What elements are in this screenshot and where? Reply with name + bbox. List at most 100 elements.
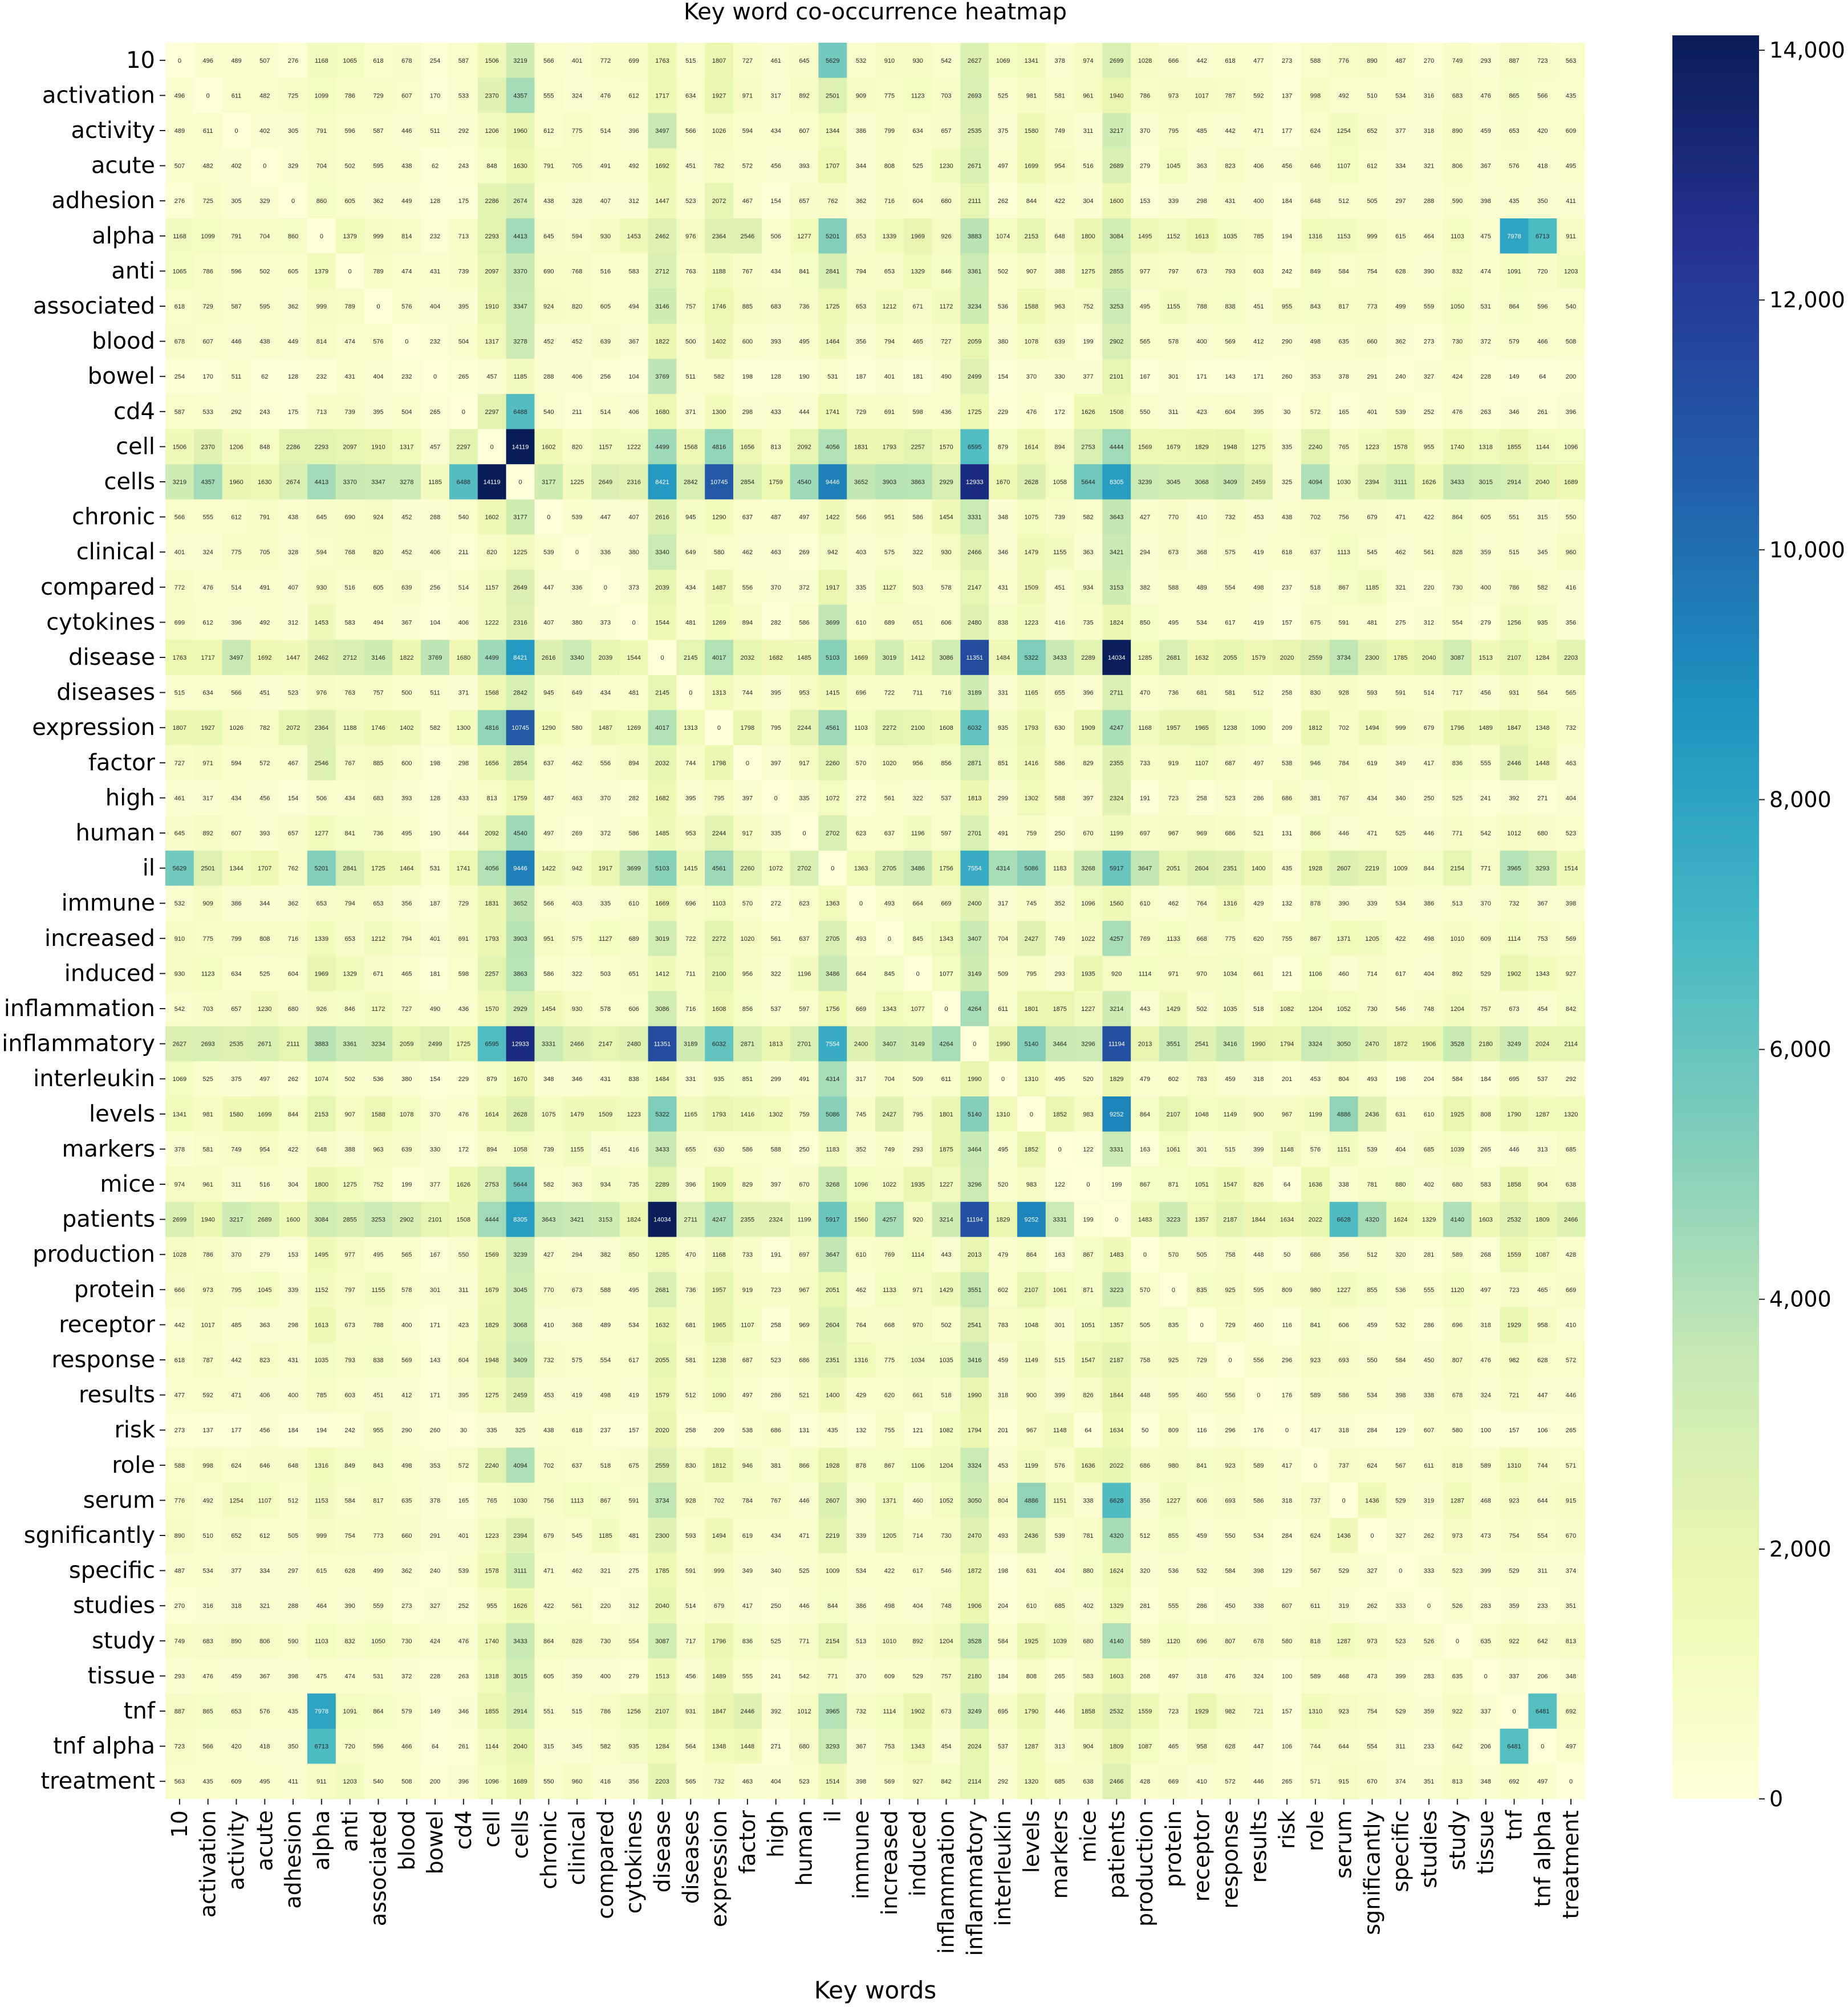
heatmap-cell: 2842 bbox=[506, 675, 535, 710]
heatmap-cell-value: 497 bbox=[543, 830, 554, 837]
heatmap-cell: 464 bbox=[1415, 218, 1444, 254]
heatmap-cell-value: 401 bbox=[430, 936, 440, 942]
heatmap-cell-rect bbox=[1159, 464, 1188, 500]
heatmap-cell: 495 bbox=[1159, 604, 1188, 640]
heatmap-cell-value: 926 bbox=[316, 1006, 327, 1013]
heatmap-cell: 586 bbox=[534, 956, 563, 992]
heatmap-cell-value: 727 bbox=[174, 760, 185, 767]
heatmap-cell: 716 bbox=[676, 991, 705, 1027]
heatmap-cell-rect bbox=[1159, 499, 1188, 535]
heatmap-cell-value: 462 bbox=[1395, 549, 1406, 556]
heatmap-cell-rect bbox=[790, 394, 819, 430]
heatmap-cell: 254 bbox=[165, 359, 194, 395]
heatmap-cell-value: 438 bbox=[401, 163, 412, 170]
heatmap-cell: 1329 bbox=[903, 253, 933, 289]
heatmap-cell-value: 572 bbox=[1310, 409, 1321, 416]
heatmap-cell: 1256 bbox=[1500, 604, 1529, 640]
heatmap-cell-rect bbox=[903, 78, 933, 113]
heatmap-cell-rect bbox=[932, 218, 961, 254]
heatmap-cell: 243 bbox=[250, 394, 279, 430]
heatmap-cell: 773 bbox=[1358, 289, 1387, 324]
heatmap-cell-value: 510 bbox=[1367, 92, 1377, 99]
heatmap-cell-rect bbox=[960, 323, 989, 359]
heatmap-cell-value: 1927 bbox=[712, 92, 726, 99]
heatmap-cell-value: 2286 bbox=[286, 444, 300, 450]
heatmap-cell-value: 2355 bbox=[1110, 760, 1123, 767]
heatmap-cell-rect bbox=[705, 183, 734, 219]
heatmap-cell-value: 489 bbox=[1197, 584, 1207, 591]
heatmap-cell-value: 610 bbox=[856, 619, 866, 626]
heatmap-cell: 2705 bbox=[818, 921, 847, 957]
heatmap-cell: 1290 bbox=[534, 710, 563, 746]
heatmap-cell-value: 471 bbox=[1395, 514, 1406, 521]
heatmap-cell-value: 367 bbox=[1481, 163, 1491, 170]
heatmap-cell-rect bbox=[989, 359, 1018, 395]
heatmap-cell-value: 370 bbox=[1481, 900, 1491, 907]
heatmap-cell-rect bbox=[506, 499, 535, 535]
heatmap-cell: 588 bbox=[761, 1131, 791, 1167]
heatmap-cell: 3370 bbox=[335, 464, 365, 500]
heatmap-cell: 256 bbox=[421, 570, 450, 606]
heatmap-cell-value: 504 bbox=[401, 409, 412, 416]
heatmap-cell: 431 bbox=[591, 1061, 620, 1097]
heatmap-cell-rect bbox=[392, 113, 421, 149]
heatmap-cell-rect bbox=[1557, 113, 1586, 149]
heatmap-cell: 572 bbox=[733, 148, 762, 184]
heatmap-cell-value: 404 bbox=[1395, 1146, 1406, 1153]
heatmap-cell: 1074 bbox=[307, 1061, 336, 1097]
heatmap-cell-rect bbox=[847, 323, 876, 359]
heatmap-cell-rect bbox=[1045, 464, 1075, 500]
heatmap-cell-rect bbox=[1074, 253, 1103, 289]
heatmap-cell-rect bbox=[335, 323, 365, 359]
heatmap-cell-rect bbox=[676, 359, 705, 395]
heatmap-cell: 487 bbox=[534, 780, 563, 816]
heatmap-cell: 772 bbox=[591, 43, 620, 79]
heatmap-cell: 456 bbox=[761, 148, 791, 184]
heatmap-cell: 434 bbox=[761, 253, 791, 289]
heatmap-cell: 628 bbox=[1386, 253, 1415, 289]
heatmap-cell-value: 471 bbox=[1253, 128, 1264, 135]
heatmap-cell-value: 476 bbox=[1452, 409, 1463, 416]
heatmap-cell: 1608 bbox=[932, 710, 961, 746]
heatmap-cell-rect bbox=[1443, 499, 1472, 535]
heatmap-cell-value: 1343 bbox=[1536, 970, 1549, 977]
heatmap-cell: 849 bbox=[1301, 253, 1330, 289]
heatmap-cell-value: 282 bbox=[629, 795, 639, 802]
heatmap-cell-rect bbox=[1358, 464, 1387, 500]
heatmap-cell-value: 417 bbox=[1424, 760, 1434, 767]
heatmap-cell-rect bbox=[818, 113, 847, 149]
heatmap-cell: 607 bbox=[193, 323, 223, 359]
heatmap-cell-rect bbox=[591, 253, 620, 289]
heatmap-cell-value: 2039 bbox=[599, 655, 612, 661]
heatmap-cell-rect bbox=[335, 429, 365, 465]
heatmap-cell-rect bbox=[790, 429, 819, 465]
heatmap-cell: 753 bbox=[1528, 921, 1557, 957]
heatmap-cell-value: 1568 bbox=[684, 444, 697, 450]
heatmap-cell-value: 2316 bbox=[513, 619, 527, 626]
heatmap-cell-rect bbox=[705, 113, 734, 149]
heatmap-cell: 598 bbox=[903, 394, 933, 430]
heatmap-cell: 680 bbox=[932, 183, 961, 219]
heatmap-cell: 1935 bbox=[903, 1167, 933, 1202]
heatmap-cell-rect bbox=[449, 323, 478, 359]
heatmap-cell-rect bbox=[761, 148, 791, 184]
heatmap-cell-value: 661 bbox=[1253, 970, 1264, 977]
heatmap-cell-value: 2914 bbox=[1507, 479, 1521, 486]
heatmap-cell: 631 bbox=[1386, 1096, 1415, 1132]
heatmap-cell-value: 576 bbox=[1509, 163, 1519, 170]
heatmap-cell: 531 bbox=[818, 359, 847, 395]
heatmap-cell-rect bbox=[591, 359, 620, 395]
heatmap-cell-value: 1188 bbox=[712, 268, 726, 275]
heatmap-cell: 867 bbox=[1131, 1167, 1160, 1202]
heatmap-cell: 396 bbox=[619, 113, 649, 149]
heatmap-cell: 434 bbox=[222, 780, 251, 816]
heatmap-cell-rect bbox=[1159, 43, 1188, 79]
heatmap-cell-rect bbox=[421, 359, 450, 395]
heatmap-cell-value: 495 bbox=[799, 339, 809, 346]
heatmap-cell-rect bbox=[790, 359, 819, 395]
heatmap-cell: 194 bbox=[1273, 218, 1302, 254]
heatmap-cell: 1155 bbox=[1045, 534, 1075, 570]
heatmap-cell-value: 2535 bbox=[229, 1041, 243, 1048]
heatmap-cell: 0 bbox=[960, 1026, 989, 1062]
heatmap-cell-value: 757 bbox=[1481, 1006, 1491, 1013]
